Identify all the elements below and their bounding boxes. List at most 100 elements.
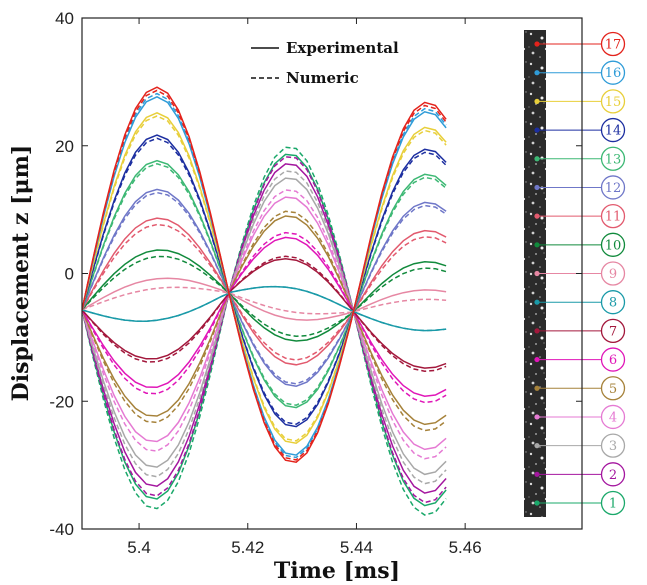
numeric-line-7 <box>82 255 447 372</box>
x-axis-label: Time [ms] <box>274 558 400 584</box>
numeric-line-5 <box>82 210 447 432</box>
numeric-line-10 <box>82 255 447 338</box>
x-tick-label: 5.42 <box>231 538 264 557</box>
sensor-number-5: 5 <box>609 382 617 397</box>
sensor-dot-1 <box>534 500 540 506</box>
experimental-line-9 <box>82 277 447 321</box>
y-tick-label: -20 <box>49 392 74 411</box>
sensor-number-7: 7 <box>609 324 617 339</box>
numeric-line-15 <box>82 115 447 442</box>
sensor-badge-1 <box>600 490 626 516</box>
sensor-number-1: 1 <box>609 497 617 512</box>
sensor-badge-4 <box>600 404 626 430</box>
sensor-dot-5 <box>534 385 540 391</box>
sensor-badge-14 <box>600 117 626 143</box>
numeric-line-2 <box>82 156 447 504</box>
experimental-line-10 <box>82 249 447 342</box>
sensor-number-17: 17 <box>605 38 622 53</box>
sensor-dot-14 <box>534 127 540 133</box>
sensor-dot-6 <box>534 356 540 363</box>
y-axis: -40 -20 0 20 40 <box>49 9 582 539</box>
numeric-line-17 <box>82 89 447 461</box>
sensor-markers <box>534 41 601 506</box>
sensor-number-15: 15 <box>605 95 622 110</box>
experimental-line-13 <box>82 159 447 409</box>
sensor-number-9: 9 <box>609 267 617 282</box>
sensor-badge-5 <box>600 376 626 401</box>
experimental-line-7 <box>82 257 447 369</box>
sensor-dot-7 <box>534 328 540 334</box>
sensor-badge-16 <box>600 60 626 85</box>
sensor-badge-3 <box>600 433 626 458</box>
sensor-badge-17 <box>600 31 626 57</box>
sensor-number-10: 10 <box>605 238 622 253</box>
experimental-line-4 <box>82 196 447 451</box>
sensor-dot-17 <box>534 41 540 47</box>
sensor-badge-12 <box>600 175 626 200</box>
numeric-line-13 <box>82 163 447 406</box>
x-tick-label: 5.46 <box>449 538 482 557</box>
experimental-line-11 <box>82 217 447 366</box>
sensor-number-8: 8 <box>609 296 617 311</box>
sensor-badge-15 <box>600 89 626 114</box>
numeric-line-4 <box>82 189 447 460</box>
sensor-dot-8 <box>534 299 540 305</box>
sensor-dot-3 <box>534 443 540 449</box>
sensor-dot-10 <box>534 242 540 248</box>
series-lines <box>82 86 447 516</box>
experimental-line-12 <box>82 188 447 387</box>
numeric-line-9 <box>82 286 447 315</box>
y-axis-label: Displacement z [μm] <box>8 145 34 402</box>
experimental-line-5 <box>82 215 447 426</box>
sensor-badge-8 <box>600 290 626 315</box>
sensor-number-3: 3 <box>609 439 617 454</box>
sensor-badge-9 <box>600 261 626 286</box>
sensor-dot-9 <box>534 270 540 277</box>
sensor-number-4: 4 <box>609 410 617 425</box>
x-axis: 5.4 5.42 5.44 5.46 <box>127 18 482 557</box>
experimental-line-2 <box>82 163 447 494</box>
y-tick-label: 40 <box>55 9 74 28</box>
numeric-line-16 <box>82 92 447 459</box>
sensor-dot-15 <box>534 98 540 104</box>
sensor-number-11: 11 <box>605 210 622 225</box>
experimental-line-6 <box>82 236 447 397</box>
sensor-badge-13 <box>600 146 626 171</box>
numeric-line-14 <box>82 137 447 425</box>
sensor-number-16: 16 <box>605 66 622 81</box>
sensor-number-13: 13 <box>605 152 622 167</box>
legend: Experimental Numeric <box>251 39 399 87</box>
sensor-badge-10 <box>600 232 626 257</box>
experimental-line-3 <box>82 177 447 476</box>
numeric-line-3 <box>82 170 447 485</box>
numeric-line-12 <box>82 191 447 385</box>
y-tick-label: 20 <box>55 137 74 156</box>
sensor-dot-4 <box>534 414 540 420</box>
experimental-line-8 <box>82 285 447 332</box>
sensor-dot-13 <box>534 156 540 162</box>
x-tick-label: 5.4 <box>127 538 151 557</box>
sensor-number-6: 6 <box>609 353 617 368</box>
y-tick-label: 0 <box>65 265 74 284</box>
x-tick-label: 5.44 <box>340 538 373 557</box>
y-tick-label: -40 <box>49 520 74 539</box>
numeric-line-1 <box>82 146 447 516</box>
sensor-number-14: 14 <box>605 124 622 139</box>
numeric-line-6 <box>82 231 447 404</box>
sensor-dot-12 <box>534 184 540 191</box>
sensor-dot-16 <box>534 70 540 76</box>
legend-label-experimental: Experimental <box>286 39 399 57</box>
sensor-number-2: 2 <box>609 468 617 483</box>
sensor-badge-2 <box>600 462 626 487</box>
sensor-number-12: 12 <box>605 181 622 196</box>
sensor-badge-6 <box>600 347 626 372</box>
legend-label-numeric: Numeric <box>286 69 359 87</box>
sensor-badge-7 <box>600 318 626 344</box>
experimental-line-1 <box>82 153 447 507</box>
sensor-badge-11 <box>600 203 626 229</box>
numeric-line-11 <box>82 223 447 361</box>
sensor-dot-11 <box>534 213 540 219</box>
sensor-dot-2 <box>534 471 540 477</box>
